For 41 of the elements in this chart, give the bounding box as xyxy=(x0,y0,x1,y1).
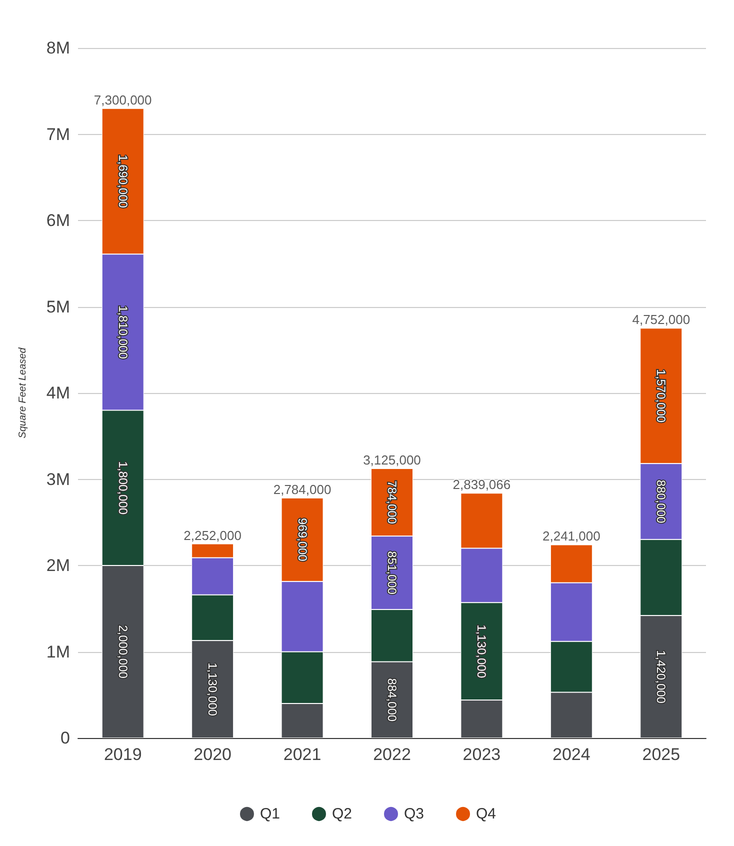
total-label: 2,252,000 xyxy=(184,528,242,543)
y-tick-label: 0 xyxy=(60,728,70,748)
data-label: 880,000 xyxy=(654,480,668,524)
data-label: 1,420,000 xyxy=(654,650,668,704)
data-label: 1,810,000 xyxy=(116,306,130,360)
data-label: 1,800,000 xyxy=(116,461,130,515)
x-tick-label: 2025 xyxy=(642,745,680,764)
total-label: 4,752,000 xyxy=(632,312,690,328)
total-label: 2,241,000 xyxy=(542,528,600,544)
x-tick-label: 2020 xyxy=(194,745,232,764)
x-tick-label: 2023 xyxy=(462,745,501,764)
total-label: 7,300,000 xyxy=(94,92,152,108)
data-label: 1,570,000 xyxy=(654,369,668,423)
total-label: 2,784,000 xyxy=(273,482,332,497)
legend-label: Q1 xyxy=(260,806,280,822)
data-label: 1,690,000 xyxy=(116,154,130,208)
x-tick-label: 2019 xyxy=(104,745,142,764)
y-tick-label: 1M xyxy=(46,642,70,662)
data-label: 851,000 xyxy=(385,551,399,595)
data-label: 2,000,000 xyxy=(116,625,130,679)
y-tick-label: 3M xyxy=(46,470,70,489)
y-tick-label: 5M xyxy=(46,297,70,316)
y-tick-label: 8M xyxy=(46,38,70,58)
y-tick-label: 7M xyxy=(46,124,70,144)
data-label: 1,130,000 xyxy=(474,624,489,678)
total-label: 3,125,000 xyxy=(363,452,421,468)
y-tick-label: 4M xyxy=(46,384,70,402)
x-tick-label: 2022 xyxy=(373,745,411,764)
y-tick-label: 6M xyxy=(46,211,70,230)
data-label: 969,000 xyxy=(295,518,310,562)
total-label: 2,839,066 xyxy=(452,477,511,492)
data-label: 1,130,000 xyxy=(206,662,220,716)
x-tick-label: 2024 xyxy=(552,745,590,764)
y-axis-title: Square Feet Leased xyxy=(18,347,28,438)
x-tick-label: 2021 xyxy=(283,745,322,764)
legend-label: Q2 xyxy=(332,806,352,822)
y-tick-label: 2M xyxy=(46,556,70,575)
legend-label: Q4 xyxy=(476,806,496,822)
data-label: 884,000 xyxy=(385,678,399,722)
legend-label: Q3 xyxy=(404,806,424,822)
data-label: 784,000 xyxy=(385,480,399,524)
